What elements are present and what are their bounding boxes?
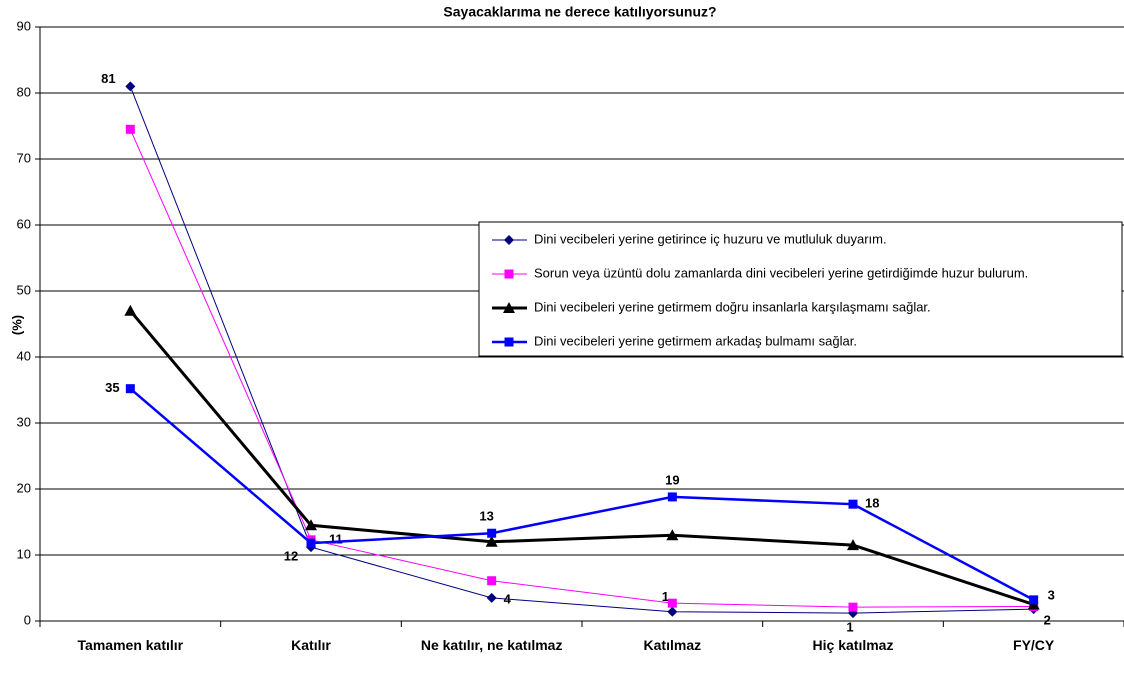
- marker: [504, 337, 514, 347]
- data-label: 1: [846, 620, 853, 635]
- y-tick-label: 60: [17, 216, 31, 231]
- data-label: 18: [865, 496, 879, 511]
- marker: [1029, 595, 1039, 605]
- marker: [503, 302, 515, 313]
- legend-label: Sorun veya üzüntü dolu zamanlarda dini v…: [534, 265, 1028, 280]
- legend-label: Dini vecibeleri yerine getirince iç huzu…: [534, 231, 887, 246]
- marker: [666, 529, 679, 541]
- y-tick-label: 80: [17, 84, 31, 99]
- marker: [848, 499, 858, 509]
- marker: [487, 528, 497, 538]
- data-label: 4: [504, 591, 512, 606]
- y-axis-label: (%): [9, 315, 24, 335]
- y-tick-label: 10: [17, 546, 31, 561]
- data-label: 3: [1048, 587, 1055, 602]
- data-label: 2: [1044, 613, 1051, 628]
- x-tick-label: Ne katılır, ne katılmaz: [420, 637, 563, 653]
- y-tick-label: 0: [24, 612, 31, 627]
- marker: [487, 576, 497, 586]
- marker: [504, 269, 514, 279]
- marker: [667, 606, 678, 617]
- chart-title: Sayacaklarıma ne derece katılıyorsunuz?: [443, 4, 716, 20]
- marker: [486, 592, 497, 603]
- x-tick-label: Hiç katılmaz: [812, 637, 894, 653]
- series-line: [129, 309, 1035, 606]
- x-tick-label: Tamamen katılır: [77, 637, 184, 653]
- marker: [124, 304, 137, 316]
- x-tick-label: Katılır: [291, 637, 331, 653]
- marker: [848, 602, 858, 612]
- legend-label: Dini vecibeleri yerine getirmem arkadaş …: [534, 333, 857, 348]
- series-line: [129, 129, 1034, 608]
- x-tick-label: Katılmaz: [643, 637, 702, 653]
- marker: [485, 535, 498, 547]
- marker: [125, 124, 135, 134]
- marker: [667, 598, 677, 608]
- marker: [125, 81, 136, 92]
- data-label: 35: [105, 380, 119, 395]
- marker: [306, 538, 316, 548]
- series-line: [129, 387, 1035, 601]
- y-tick-label: 40: [17, 348, 31, 363]
- marker: [305, 519, 317, 531]
- marker: [504, 235, 514, 245]
- data-label: 1: [662, 589, 669, 604]
- y-tick-label: 50: [17, 282, 31, 297]
- data-label: 19: [665, 472, 679, 487]
- y-tick-label: 20: [17, 480, 31, 495]
- data-label: 13: [479, 509, 493, 524]
- marker: [667, 492, 677, 502]
- y-tick-label: 30: [17, 414, 31, 429]
- legend-label: Dini vecibeleri yerine getirmem doğru in…: [534, 299, 931, 314]
- y-tick-label: 90: [17, 18, 31, 33]
- legend-box: [478, 221, 1123, 357]
- data-label: 12: [284, 549, 298, 564]
- marker: [125, 384, 135, 394]
- marker: [847, 539, 859, 551]
- y-tick-label: 70: [17, 150, 31, 165]
- data-label: 81: [101, 71, 115, 86]
- x-tick-label: FY/CY: [1013, 637, 1055, 653]
